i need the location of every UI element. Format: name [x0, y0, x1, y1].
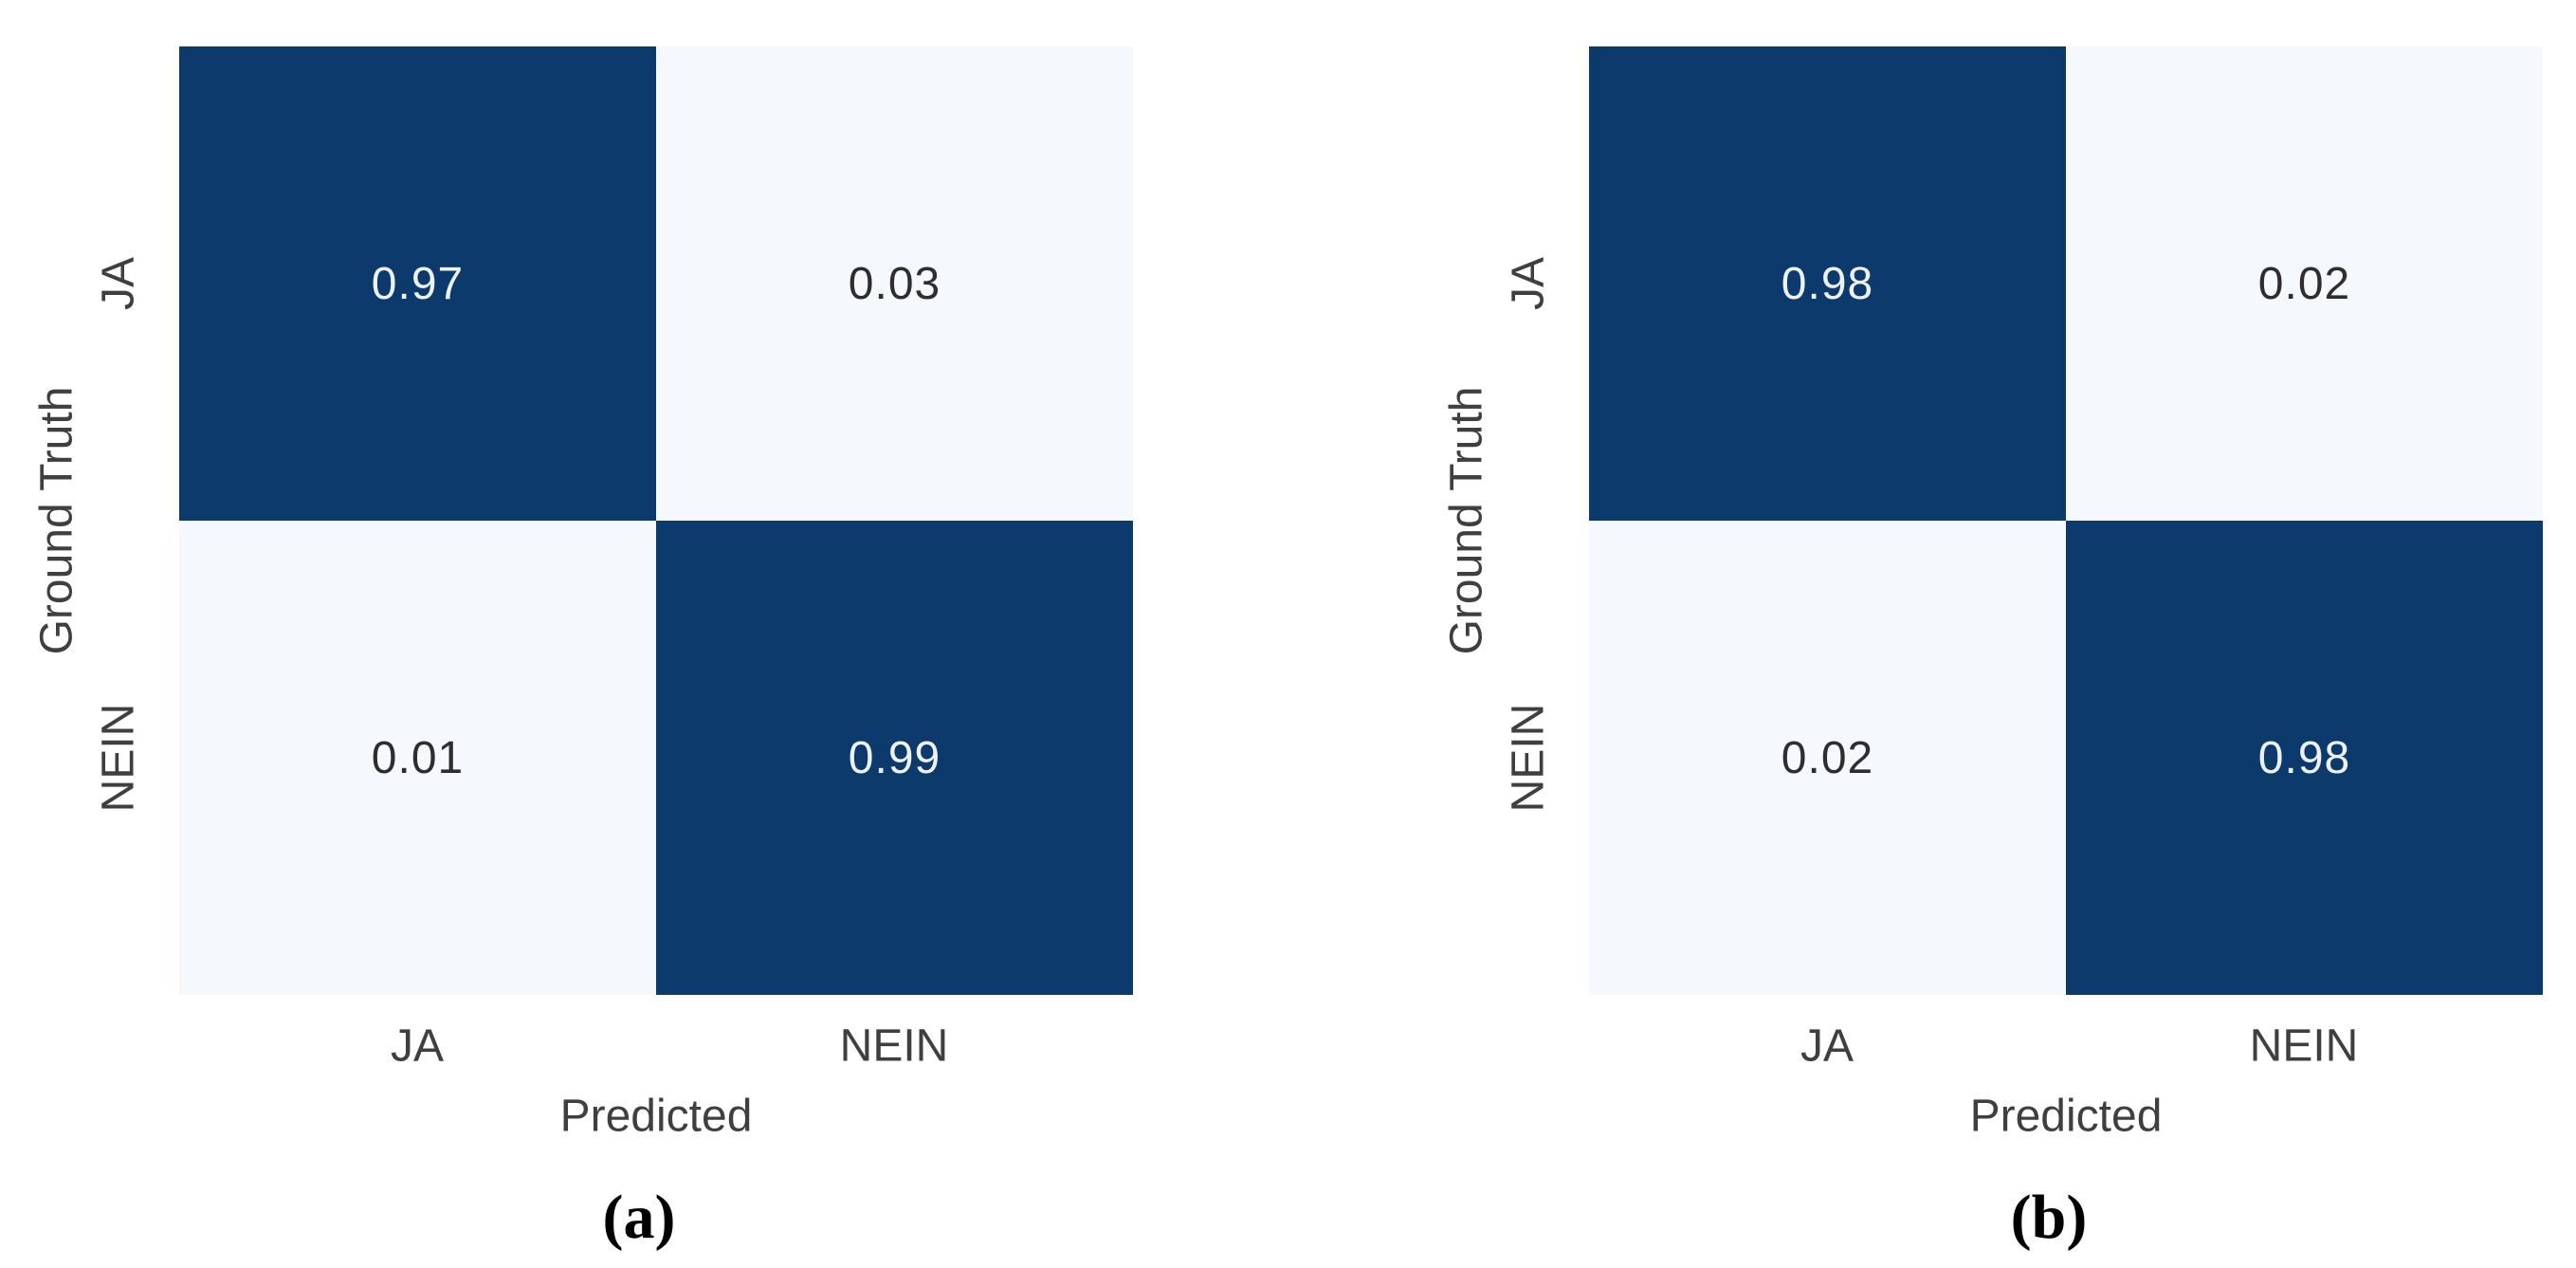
- heatmap-cell-a-1-1: 0.99: [656, 521, 1133, 995]
- heatmap-cell-b-1-1: 0.98: [2066, 521, 2543, 995]
- heatmap-cell-b-0-0: 0.98: [1589, 46, 2066, 521]
- heatmap-cell-a-0-1: 0.03: [656, 46, 1133, 521]
- x-axis-label: Predicted: [1969, 1091, 2163, 1142]
- subfigure-caption-b: (b): [2010, 1183, 2088, 1252]
- x-tick-nein: NEIN: [2249, 1020, 2359, 1072]
- x-tick-ja: JA: [1800, 1020, 1854, 1072]
- heatmap-cell-a-1-0: 0.01: [179, 521, 656, 995]
- y-axis-label: Ground Truth: [1441, 386, 1492, 655]
- heatmap-cell-b-0-1: 0.02: [2066, 46, 2543, 521]
- y-tick-ja: JA: [1503, 256, 1554, 311]
- heatmap-cell-a-0-0: 0.97: [179, 46, 656, 521]
- x-tick-ja: JA: [390, 1020, 445, 1072]
- subfigure-caption-a: (a): [602, 1183, 676, 1252]
- x-tick-nein: NEIN: [839, 1020, 949, 1072]
- heatmap-b: 0.98 0.02 0.02 0.98: [1589, 46, 2543, 995]
- heatmap-a: 0.97 0.03 0.01 0.99: [179, 46, 1133, 995]
- y-tick-nein: NEIN: [1503, 703, 1554, 813]
- x-axis-label: Predicted: [559, 1091, 753, 1142]
- heatmap-cell-b-1-0: 0.02: [1589, 521, 2066, 995]
